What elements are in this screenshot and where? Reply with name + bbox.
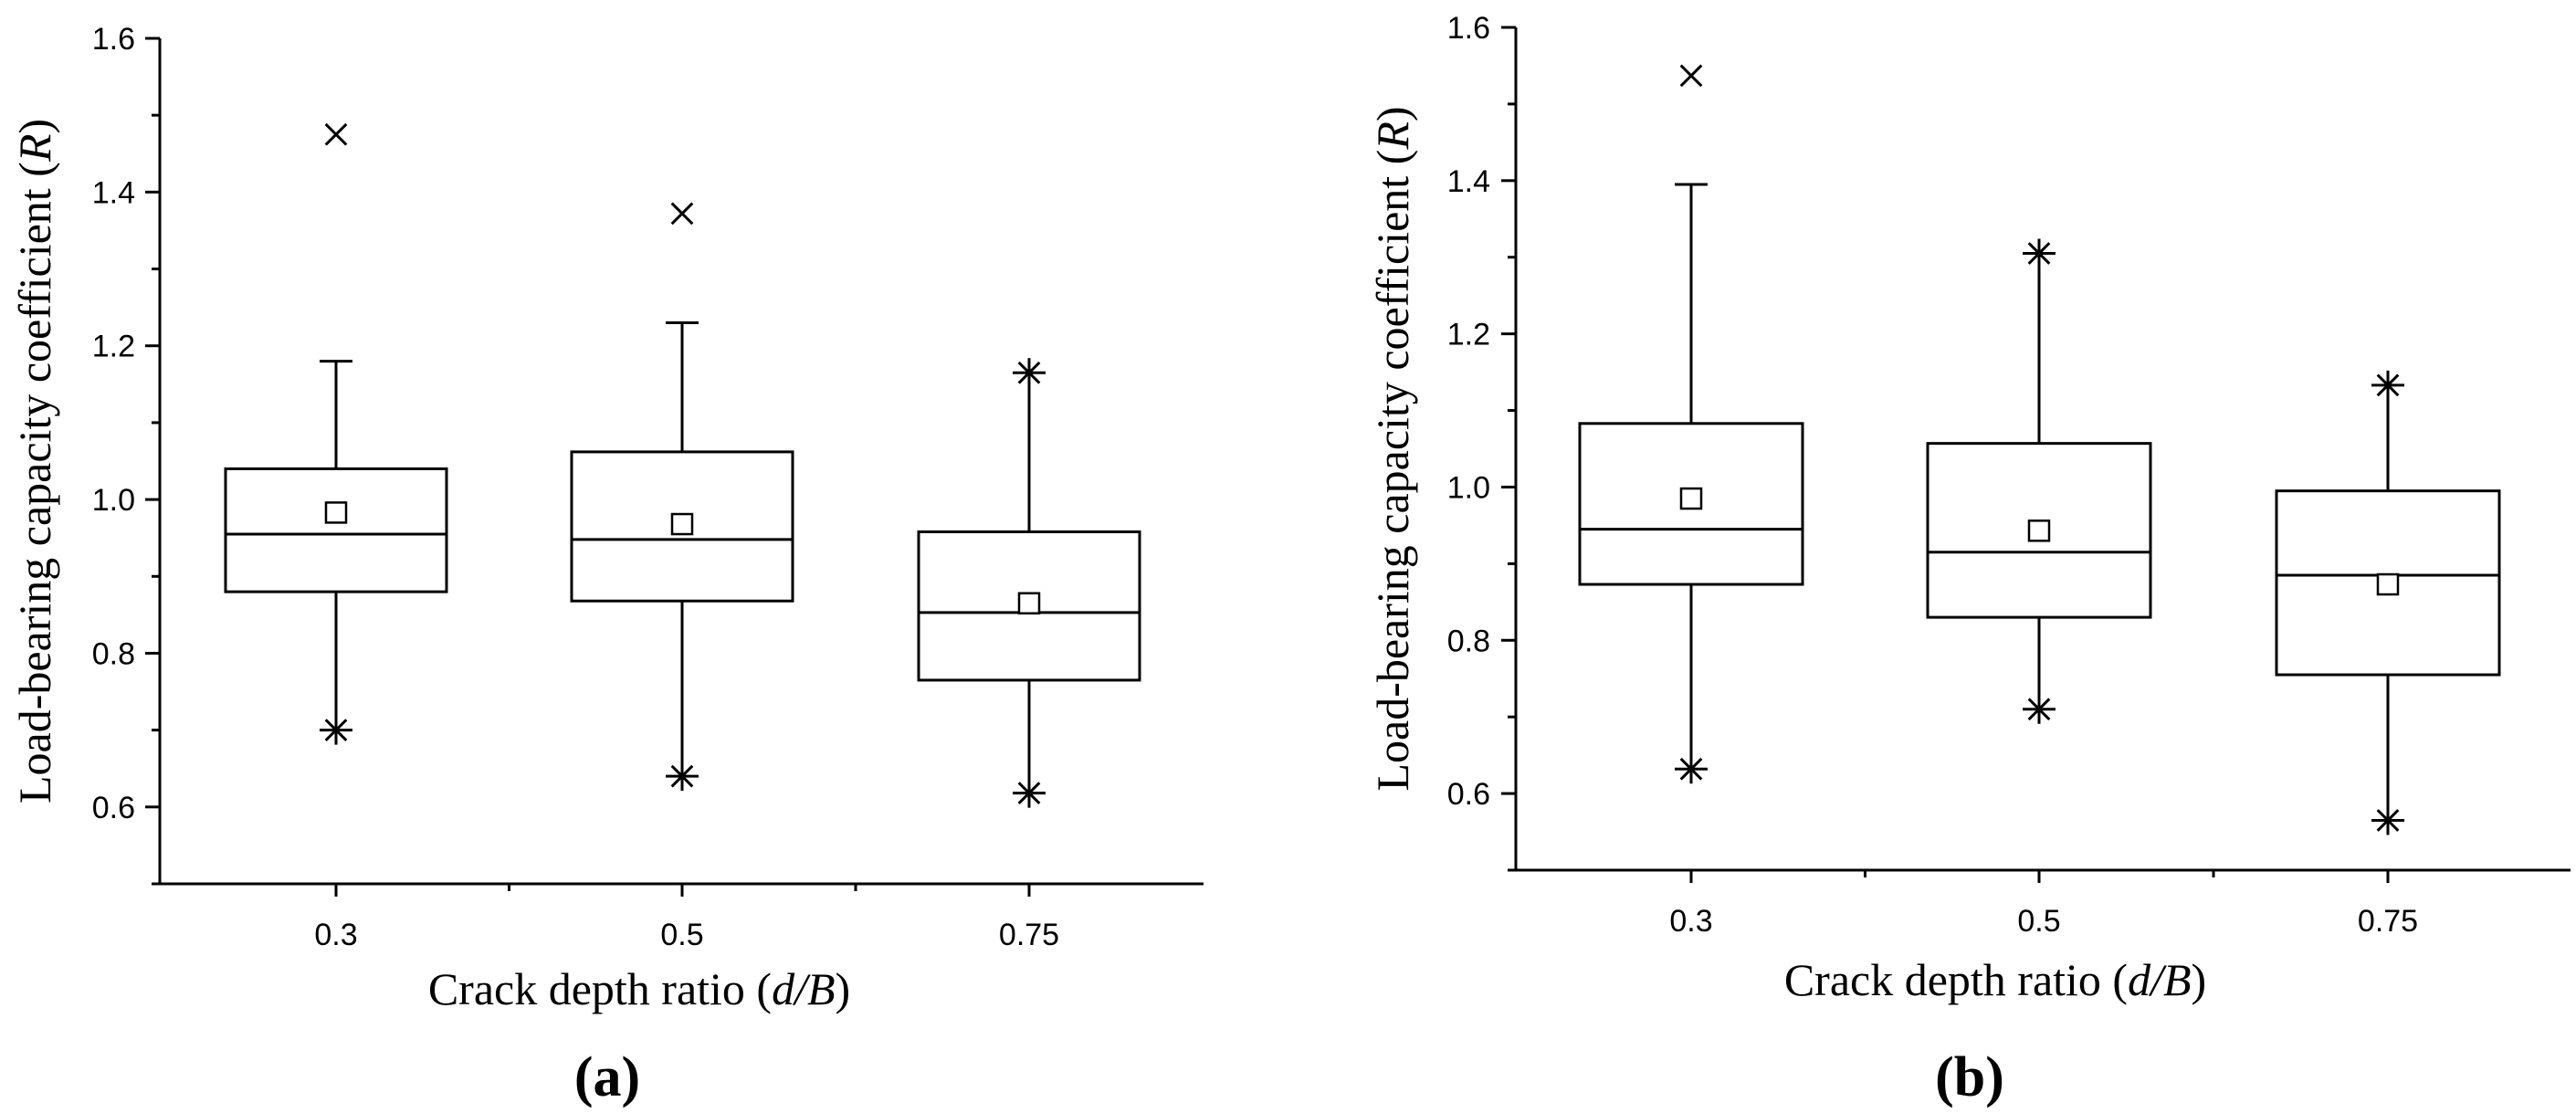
min-marker [2027,694,2051,724]
box-0.75 [2275,370,2501,835]
min-marker [1679,754,1703,784]
y-tick-label: 1.6 [1447,11,1490,46]
y-tick-label: 1.6 [92,22,135,57]
mean-marker [2376,572,2400,596]
min-marker [670,761,694,792]
mean-marker [2027,520,2051,542]
iqr-box [2275,489,2501,677]
min-marker [2376,805,2400,835]
y-axis-title: Load-bearing capacity coefficient (R) [9,119,60,803]
y-tick-label: 0.8 [92,636,135,671]
mean-marker [324,501,348,524]
box-0.3 [224,122,448,745]
mean-marker [1017,592,1041,614]
x-tick-label: 0.3 [314,918,357,952]
y-tick-label: 1.0 [92,483,135,518]
x-axis-title: Crack depth ratio (d/B) [1784,954,2206,1005]
min-marker [324,715,348,745]
y-axis-title-end: ) [1367,106,1418,121]
panel-label: (a) [574,1046,640,1108]
box-0.5 [1926,238,2152,724]
max-marker [324,122,348,146]
iqr-box [1926,442,2152,619]
iqr-box [917,530,1141,682]
x-axis-title-end: ) [2192,954,2207,1005]
chart-panel-a: 0.6 0.8 1.0 1.2 1.4 1.6 0.3 0.5 0.75 Load-bearing… [9,22,1204,1108]
x-axis-title-symbol: d/B [2128,954,2191,1005]
x-axis-title-main: Crack depth ratio ( [1784,954,2128,1005]
box-0.3 [1578,64,1804,784]
y-axis-title-main: Load-bearing capacity coefficient ( [1367,150,1418,792]
y-tick-label: 1.0 [1447,470,1490,505]
x-axis-title-main: Crack depth ratio ( [428,963,772,1014]
box-0.5 [570,202,794,792]
x-tick-label: 0.5 [660,918,703,952]
y-axis-title-symbol: R [9,134,60,163]
y-tick-label: 1.4 [1447,164,1490,199]
box-0.75 [917,358,1141,808]
max-marker [2027,238,2051,268]
y-tick-label: 0.6 [1447,777,1490,812]
mean-marker [670,512,694,536]
x-axis-title: Crack depth ratio (d/B) [428,963,850,1014]
max-marker [2376,370,2400,400]
x-tick-label: 0.75 [999,918,1059,952]
y-axis-title-symbol: R [1367,121,1418,151]
mean-marker [1679,487,1703,510]
y-tick-label: 1.4 [92,175,135,210]
y-tick-label: 1.2 [1447,318,1490,352]
iqr-box [570,450,794,603]
iqr-box [1578,422,1804,586]
x-axis-title-end: ) [836,963,851,1014]
x-axis-title-symbol: d/B [772,963,835,1014]
x-tick-label: 0.3 [1669,904,1712,939]
y-tick-label: 0.6 [92,791,135,825]
min-marker [1017,778,1041,808]
iqr-box [224,467,448,593]
max-marker [1017,358,1041,388]
y-axis-title-end: ) [9,119,60,134]
x-tick-label: 0.75 [2358,904,2418,939]
y-tick-label: 1.2 [92,330,135,364]
y-axis-title: Load-bearing capacity coefficient (R) [1367,106,1418,791]
x-tick-label: 0.5 [2017,904,2060,939]
y-axis-title-main: Load-bearing capacity coefficient ( [9,162,60,803]
chart-panel-b: 0.6 0.8 1.0 1.2 1.4 1.6 0.3 0.5 0.75 Load-bearing… [1367,11,2571,1108]
y-tick-label: 0.8 [1447,624,1490,658]
max-marker [670,202,694,226]
panel-label: (b) [1935,1046,2004,1108]
max-marker [1679,64,1703,88]
